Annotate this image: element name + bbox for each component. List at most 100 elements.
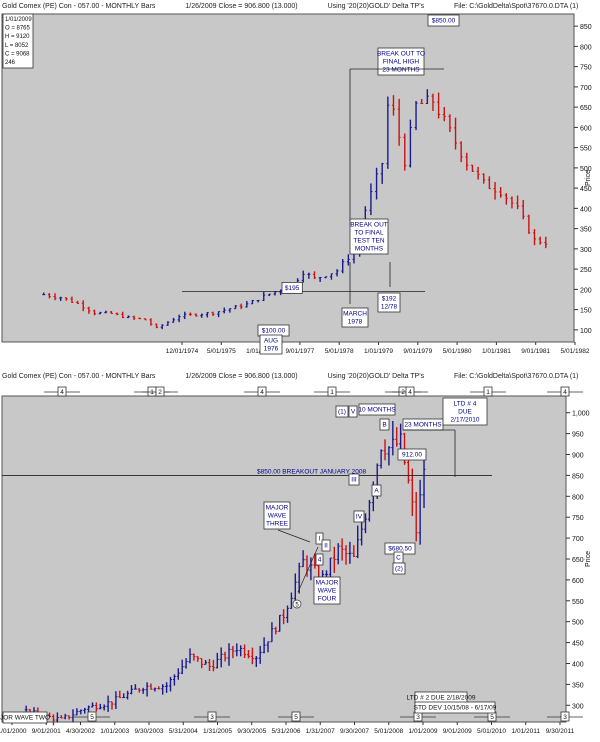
std-label-box [414, 701, 496, 714]
x-tick-label: 1/31/2007 [306, 728, 335, 735]
x-tick-label: 5/01/2008 [374, 728, 403, 735]
major-wave-two-label-box [2, 711, 48, 724]
y-tick-label: 400 [572, 661, 584, 668]
roman-one-label-box [335, 405, 349, 418]
y-tick-label: 100 [580, 328, 592, 335]
y-tick-label: 550 [572, 599, 584, 606]
price-912-label-text: 912.00 [402, 452, 422, 459]
breakout-final-test-label-box [349, 218, 389, 255]
bottom-marker-label: 3 [210, 714, 214, 721]
ltd4-label-text: 2/17/2010 [451, 417, 480, 424]
y-axis-label: Price [585, 551, 592, 567]
std-label-text: STD DEV 10/15/08 - 6/17/09 [414, 705, 497, 712]
panel1-file: File: C:\GoldDelta\Spot\37670.0.DTA (1) [454, 3, 579, 10]
panel2-chart: 1,000 950 900 850 800 750 700 650 600 550 500 450 40… [0, 386, 592, 735]
major-wave-four-label-box [313, 576, 341, 605]
top-marker-box [57, 386, 67, 397]
twenty-three-months-label-text: 23 MONTHS [404, 422, 442, 429]
y-tick-label: 700 [580, 85, 592, 92]
major-wave-four-label-text: MAJOR [316, 580, 339, 587]
x-tick-label: 5/31/2004 [169, 728, 198, 735]
y-tick-label: 250 [580, 267, 592, 274]
x-tick-label: 5/31/2006 [272, 728, 301, 735]
wave-ii-label-text: II [324, 543, 328, 550]
panel2-close: 1/26/2009 Close = 906.800 (13.000) [185, 373, 298, 380]
roman-v-label-box [348, 405, 358, 418]
top-marker-label: 1 [486, 389, 490, 396]
y-tick-label: 800 [580, 44, 592, 51]
panel1-close: 1/26/2009 Close = 906.800 (13.000) [185, 3, 298, 10]
top-marker-label: 4 [563, 389, 567, 396]
ltd4-label-text: LTD # 4 [454, 401, 477, 408]
wave-ii-label-box [321, 539, 331, 552]
x-tick-label: 1/01/1981 [482, 348, 511, 355]
top-marker-box [483, 386, 493, 397]
major-wave-two-label-text: JOR WAVE TWO [0, 715, 50, 722]
wave-sub-iv-label-box [315, 553, 324, 566]
peak-label-text: $850.00 [432, 18, 456, 25]
peak-label-box [427, 14, 460, 27]
roman-one-label-text: (1) [338, 409, 346, 416]
bottom-marker-box [560, 711, 570, 722]
breakout-final-test-label-text: MONTHS [355, 246, 384, 253]
top-marker-label: 1 [330, 389, 334, 396]
x-tick-label: 1/01/2011 [512, 728, 541, 735]
x-tick-label: 9/01/2009 [443, 728, 472, 735]
price-680-label-text: $680.50 [388, 546, 412, 553]
wave-four-pointer [297, 546, 319, 593]
level-195-label-box [281, 281, 303, 294]
x-tick-label: 5/01/1982 [561, 348, 590, 355]
x-tick-label: 9/01/1981 [521, 348, 550, 355]
ten-months-label-box [358, 403, 396, 416]
wave-b-label-box [379, 418, 390, 431]
x-tick-label: 9/01/2001 [32, 728, 61, 735]
level-195-label-text: $195 [285, 285, 300, 292]
x-tick-label: 1/31/2005 [203, 728, 232, 735]
ltd4-label-box [442, 397, 488, 426]
aug-1976-label-box [259, 334, 283, 355]
bottom-marker-box [87, 711, 97, 722]
major-wave-three-label-box [263, 501, 291, 530]
y-tick-label: 350 [580, 227, 592, 234]
y-tick-label: 850 [580, 24, 592, 31]
y-tick-label: 200 [580, 287, 592, 294]
wave-c-label-text: C [396, 555, 401, 562]
y-tick-label: 450 [580, 186, 592, 193]
wave-sub-v-label: 5 [295, 603, 299, 609]
top-marker-box [257, 386, 267, 397]
y-tick-label: 600 [572, 578, 584, 585]
wave-iii-label-box [348, 473, 360, 486]
top-marker-label: 4 [260, 389, 264, 396]
ohlc-line: H = 9120 [5, 34, 30, 40]
bottom-marker-label: 5 [294, 714, 298, 721]
panel1-symbol: Gold Comex (PE) Con - 057.00 - MONTHLY B… [2, 3, 156, 10]
y-tick-label: 700 [572, 536, 584, 543]
x-tick-label: 5/01/1975 [207, 348, 236, 355]
ltd2-label-text: LTD # 2 DUE 2/18/2009 [407, 695, 476, 702]
major-wave-three-label-text: MAJOR [266, 505, 289, 512]
y-tick-label: 500 [580, 166, 592, 173]
x-tick-label: 1/01/2003 [100, 728, 129, 735]
wave-iii-label-text: III [351, 477, 357, 484]
x-tick-label: 9/30/2003 [135, 728, 164, 735]
low-1978-label-text: 12/78 [381, 304, 398, 311]
march-1978-label-box [341, 307, 369, 328]
x-tick-label: 1/01/2009 [409, 728, 438, 735]
march-1978-label-text: MARCH [343, 311, 367, 318]
y-tick-label: 450 [572, 641, 584, 648]
y-tick-label: 350 [572, 682, 584, 689]
x-tick-label: 9/01/1979 [403, 348, 432, 355]
bottom-marker-label: 3 [416, 714, 420, 721]
y-tick-label: 550 [580, 146, 592, 153]
top-marker-label: 2 [158, 389, 162, 396]
top-marker-box [560, 386, 570, 397]
ohlc-box [2, 13, 34, 69]
bottom-marker-box [291, 711, 301, 722]
ten-months-label-text: 10 MONTHS [358, 407, 396, 414]
ohlc-line: O = 8765 [5, 26, 31, 32]
y-tick-label: 400 [580, 206, 592, 213]
y-tick-label: 900 [572, 453, 584, 460]
top-marker-label: 4 [408, 389, 412, 396]
breakout-850-label: $850.00 BREAKOUT JANUARY 2008 [257, 468, 367, 475]
